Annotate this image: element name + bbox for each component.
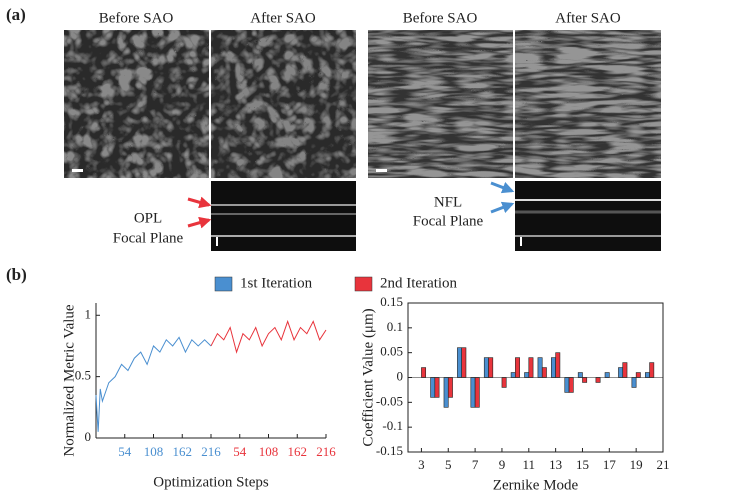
y-tick-label: 0 — [397, 368, 404, 383]
bar — [434, 377, 440, 398]
x-tick-label: 162 — [288, 444, 308, 459]
bar — [474, 377, 480, 408]
bar — [551, 357, 556, 378]
y-tick-label: 0.5 — [75, 368, 91, 383]
x-tick-label: 11 — [523, 457, 536, 472]
nfl-after-image — [515, 30, 661, 178]
bar — [541, 367, 547, 378]
bar — [618, 367, 624, 378]
plane-label: NFL — [434, 194, 462, 210]
x-tick-label: 54 — [233, 444, 247, 459]
metric-line — [210, 319, 327, 354]
scale-bar — [376, 169, 387, 172]
bar — [421, 367, 427, 378]
bar — [635, 372, 641, 378]
arrow — [490, 181, 515, 194]
arrow — [187, 196, 212, 209]
bar — [461, 347, 467, 378]
y-tick-label: 1 — [85, 306, 92, 321]
x-tick-label: 3 — [418, 457, 425, 472]
bar — [537, 357, 543, 378]
x-tick-label: 108 — [144, 444, 164, 459]
arrow — [187, 216, 212, 229]
x-tick-label: 108 — [259, 444, 279, 459]
plane-label: OPL — [134, 210, 162, 226]
image-title: Before SAO — [99, 10, 174, 26]
bar — [631, 377, 637, 388]
nfl-before-image — [368, 30, 513, 178]
bar — [568, 377, 574, 393]
retina-images — [64, 30, 661, 251]
image-title: After SAO — [555, 10, 621, 26]
bar — [577, 372, 583, 378]
y-axis-label: Normalized Metric Value — [61, 304, 77, 457]
x-tick-label: 216 — [316, 444, 336, 459]
y-tick-label: 0 — [85, 429, 92, 444]
bar — [515, 357, 520, 378]
x-tick-label: 162 — [173, 444, 193, 459]
x-tick-label: 9 — [499, 457, 506, 472]
bar — [644, 372, 650, 378]
bar — [501, 377, 507, 388]
legend-swatch — [354, 276, 373, 292]
legend-label: 1st Iteration — [240, 275, 313, 291]
scale-bar — [520, 237, 522, 246]
y-tick-label: -0.05 — [376, 393, 403, 408]
panel-label: (b) — [6, 265, 27, 284]
bar — [524, 372, 530, 378]
y-tick-label: 0.05 — [380, 344, 403, 359]
legend-swatch — [214, 276, 233, 292]
bar — [430, 377, 436, 398]
bar — [470, 377, 476, 408]
bar — [510, 372, 516, 378]
plane-label: Focal Plane — [413, 213, 484, 229]
bar — [595, 377, 601, 383]
opl-after-image — [211, 30, 356, 178]
x-tick-label: 17 — [603, 457, 617, 472]
bar — [622, 362, 628, 378]
y-tick-label: -0.15 — [376, 443, 403, 458]
image-title: After SAO — [250, 10, 316, 26]
metric-line — [95, 336, 212, 432]
bar — [604, 372, 610, 378]
x-axis-label: Optimization Steps — [153, 474, 269, 490]
legend-label: 2nd Iteration — [380, 275, 458, 291]
bar — [447, 377, 453, 398]
bscan-image — [211, 181, 356, 251]
panel-label: (a) — [6, 5, 26, 24]
y-tick-label: 0.1 — [387, 319, 403, 334]
bar — [488, 357, 494, 378]
y-tick-label: 0.15 — [380, 294, 403, 309]
scale-bar — [216, 237, 218, 246]
y-tick-label: -0.1 — [382, 418, 403, 433]
image-title: Before SAO — [403, 10, 478, 26]
bar — [528, 357, 534, 378]
x-tick-label: 21 — [657, 457, 670, 472]
x-axis-label: Zernike Mode — [493, 477, 579, 493]
bar — [483, 357, 489, 378]
arrow — [490, 201, 515, 214]
bar — [443, 377, 449, 408]
bar — [555, 352, 561, 378]
x-tick-label: 13 — [549, 457, 562, 472]
scale-bar — [72, 169, 83, 172]
plane-label: Focal Plane — [113, 230, 184, 246]
bar — [649, 362, 655, 378]
bar — [564, 377, 570, 393]
bar — [582, 377, 588, 383]
x-tick-label: 5 — [445, 457, 452, 472]
x-tick-label: 216 — [201, 444, 221, 459]
x-tick-label: 15 — [576, 457, 589, 472]
x-tick-label: 7 — [472, 457, 479, 472]
bar — [457, 347, 462, 378]
bscan-image — [515, 181, 661, 251]
opl-before-image — [64, 30, 209, 178]
x-tick-label: 54 — [118, 444, 132, 459]
x-tick-label: 19 — [630, 457, 643, 472]
y-axis-label: Coefficient Value (μm) — [360, 308, 376, 446]
